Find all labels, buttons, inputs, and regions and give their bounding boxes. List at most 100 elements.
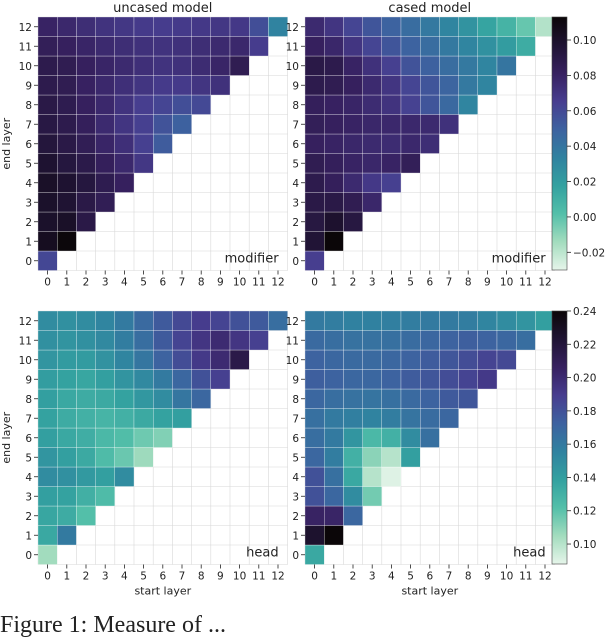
y-tick-label: 5 — [25, 452, 32, 464]
y-tick-label: 9 — [25, 374, 32, 386]
heatmap-cell — [95, 330, 115, 351]
heatmap-cell — [400, 330, 421, 351]
heatmap-cell — [362, 330, 382, 351]
y-tick-label: 12 — [19, 22, 32, 34]
heatmap-cell — [37, 36, 58, 57]
colorbar-tick-label: 0.00 — [573, 212, 596, 224]
heatmap-cell — [153, 310, 173, 331]
heatmap-cell — [362, 486, 382, 507]
x-tick-label: 12 — [538, 277, 551, 289]
heatmap-cell — [324, 369, 344, 390]
x-tick-label: 2 — [83, 277, 90, 289]
heatmap-cell — [95, 55, 115, 76]
x-tick-label: 2 — [350, 571, 357, 583]
heatmap-cell — [249, 16, 269, 37]
heatmap-cell — [37, 466, 58, 487]
heatmap-cell — [343, 16, 363, 37]
x-tick-label: 0 — [44, 277, 51, 289]
y-tick-label: 2 — [25, 511, 32, 523]
heatmap-cell — [362, 192, 382, 213]
heatmap-cell — [343, 172, 363, 193]
panel-annotation: modifier — [225, 252, 280, 267]
colorbar-tick-label: 0.22 — [573, 339, 596, 351]
heatmap-cell — [381, 310, 402, 331]
heatmap-cell — [458, 369, 478, 390]
heatmap-cell — [133, 427, 154, 448]
heatmap-cell — [304, 153, 325, 174]
heatmap-cell — [324, 133, 344, 154]
colorbar-tick-label: −0.02 — [573, 247, 605, 259]
heatmap-cell — [57, 330, 77, 351]
heatmap-cell — [191, 94, 211, 115]
heatmap-cell — [76, 505, 96, 526]
heatmap-cell — [477, 310, 498, 331]
heatmap-cell — [400, 310, 421, 331]
y-tick-label: 1 — [25, 236, 32, 248]
heatmap-cell — [439, 388, 459, 409]
heatmap-cell — [37, 447, 58, 468]
heatmap-cell — [172, 36, 192, 57]
heatmap-cell — [516, 330, 536, 351]
heatmap-cell — [304, 94, 325, 115]
heatmap-cell — [304, 466, 325, 487]
heatmap-cell — [458, 94, 478, 115]
heatmap-cell — [400, 447, 421, 468]
heatmap-cell — [304, 172, 325, 193]
heatmap-cell — [172, 55, 192, 76]
heatmap-cell — [304, 114, 325, 135]
heatmap-cell — [114, 94, 135, 115]
heatmap-cell — [57, 36, 77, 57]
colorbar-tick-label: 0.04 — [573, 141, 597, 153]
x-tick-label: 7 — [179, 277, 186, 289]
heatmap-cell — [420, 369, 440, 390]
heatmap-cell — [57, 408, 77, 429]
colorbar-frame — [551, 310, 568, 565]
heatmap-cell — [172, 408, 192, 429]
heatmap-cell — [400, 388, 421, 409]
heatmap-cell — [76, 114, 96, 135]
heatmap-cell — [477, 349, 498, 370]
x-tick-label: 4 — [388, 571, 395, 583]
y-tick-label: 12 — [19, 316, 32, 328]
heatmap-cell — [153, 55, 173, 76]
heatmap-cell — [439, 408, 459, 429]
heatmap-cell — [95, 486, 115, 507]
x-tick-label: 6 — [426, 277, 433, 289]
heatmap-cell — [37, 250, 58, 271]
heatmap-cell — [114, 114, 135, 135]
y-tick-label: 8 — [292, 100, 299, 112]
heatmap-cell — [191, 55, 211, 76]
heatmap-cell — [210, 369, 231, 390]
heatmap-cell — [57, 55, 77, 76]
y-tick-label: 3 — [25, 491, 32, 503]
heatmap-cell — [229, 310, 250, 331]
heatmap-cell — [76, 408, 96, 429]
heatmap-cell — [114, 153, 135, 174]
heatmap-cell — [95, 349, 115, 370]
heatmap-cell — [304, 388, 325, 409]
heatmap-cell — [324, 172, 344, 193]
heatmap-cell — [210, 16, 231, 37]
y-tick-label: 3 — [25, 197, 32, 209]
heatmap-cell — [343, 211, 363, 232]
heatmap-cell — [133, 153, 154, 174]
heatmap-cell — [76, 133, 96, 154]
heatmap-cell — [191, 36, 211, 57]
heatmap-cell — [304, 505, 325, 526]
heatmap-cell — [153, 133, 173, 154]
heatmap-cell — [304, 310, 325, 331]
colorbar-tick-label: 0.10 — [573, 539, 596, 551]
heatmap-cell — [381, 114, 402, 135]
x-tick-label: 7 — [179, 571, 186, 583]
heatmap-cell — [95, 75, 115, 96]
heatmap-cell — [133, 94, 154, 115]
heatmap-cell — [362, 388, 382, 409]
heatmap-cell — [477, 75, 498, 96]
colorbar-tick-label: 0.06 — [573, 106, 597, 118]
heatmap-cell — [420, 55, 440, 76]
heatmap-cell — [304, 369, 325, 390]
x-tick-label: 6 — [159, 277, 166, 289]
heatmap-cell — [172, 75, 192, 96]
heatmap-cell — [362, 55, 382, 76]
colorbar-frame — [551, 16, 568, 271]
